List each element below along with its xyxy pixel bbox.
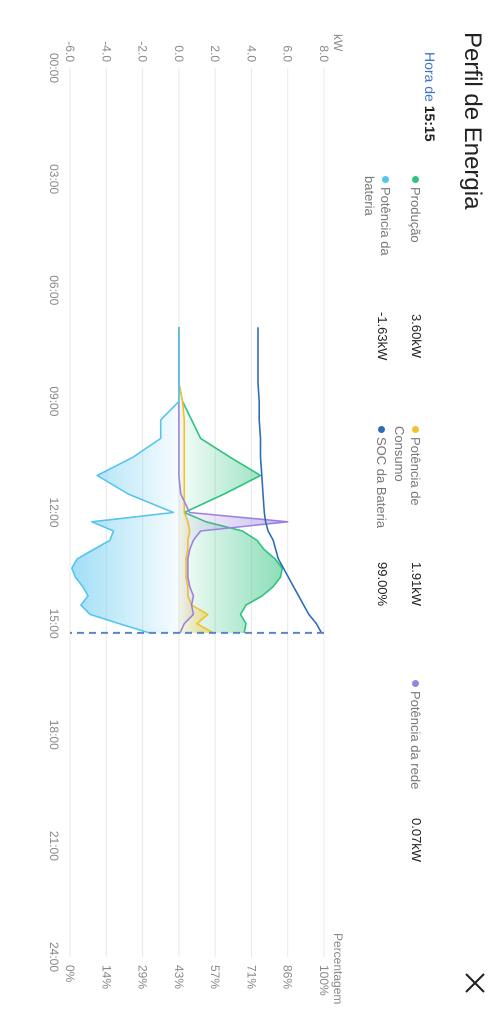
x-tick-label: 03:00: [47, 164, 61, 194]
series-area: [178, 327, 288, 633]
series-line: [70, 327, 180, 634]
y-tick-label-left: -2.0: [136, 41, 150, 62]
y-tick-label-right: 71%: [244, 965, 258, 989]
x-tick-label: 06:00: [47, 275, 61, 305]
y-tick-label-left: 4.0: [244, 45, 258, 62]
y-tick-label-right: 43%: [172, 965, 186, 989]
y-tick-label-left: 6.0: [281, 45, 295, 62]
series-line: [178, 327, 284, 634]
y-tick-label-right: 29%: [136, 965, 150, 989]
y-tick-label-right: 100%: [317, 965, 331, 996]
y-axis-label-left: kW: [331, 34, 345, 52]
y-tick-label-left: -6.0: [63, 41, 77, 62]
x-tick-label: 24:00: [47, 942, 61, 972]
y-tick-label-left: 2.0: [208, 45, 222, 62]
y-tick-label-left: -4.0: [99, 41, 113, 62]
y-axis-label-right: Percentagem: [331, 933, 345, 1004]
y-tick-label-right: 14%: [99, 965, 113, 989]
series-line: [257, 327, 323, 634]
x-tick-label: 12:00: [47, 497, 61, 527]
close-icon[interactable]: [460, 968, 490, 998]
series-area: [71, 327, 179, 633]
y-tick-label-left: 8.0: [317, 45, 331, 62]
x-tick-label: 15:00: [47, 609, 61, 639]
y-tick-label-right: 57%: [208, 965, 222, 989]
x-tick-label: 21:00: [47, 831, 61, 861]
x-tick-label: 18:00: [47, 720, 61, 750]
series-area: [178, 327, 283, 633]
y-tick-label-left: 0.0: [172, 45, 186, 62]
x-tick-label: 09:00: [47, 386, 61, 416]
y-tick-label-right: 86%: [281, 965, 295, 989]
x-tick-label: 00:00: [47, 53, 61, 83]
y-tick-label-right: 0%: [63, 965, 77, 983]
